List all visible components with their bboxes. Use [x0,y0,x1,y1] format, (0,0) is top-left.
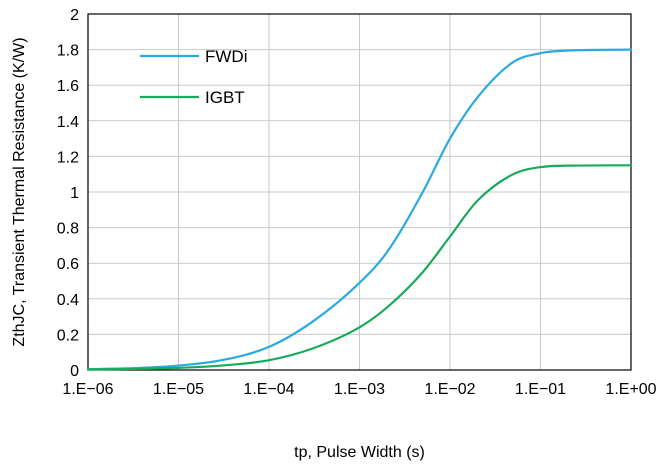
x-tick-label: 1.E−01 [515,381,566,398]
x-tick-label: 1.E−05 [153,381,204,398]
legend-label-igbt: IGBT [205,88,245,107]
x-tick-label: 1.E+00 [605,381,656,398]
x-tick-label: 1.E−02 [424,381,475,398]
y-tick-label: 0 [70,363,79,380]
gridlines [88,14,631,370]
x-tick-label: 1.E−06 [62,381,113,398]
y-tick-label: 0.2 [57,327,79,344]
y-axis-title: ZthJC, Transient Thermal Resistance (K/W… [11,37,28,346]
y-tick-label: 2 [70,7,79,24]
legend: FWDi IGBT [140,47,247,107]
y-tick-label: 1.8 [57,43,79,60]
x-tick-label: 1.E−04 [243,381,294,398]
y-tick-label: 1 [70,185,79,202]
y-tick-label: 1.6 [57,78,79,95]
series-lines [86,48,633,371]
series-line-igbt [86,164,633,371]
tick-labels: 0 0.2 0.4 0.6 0.8 1 1.2 1.4 1.6 1.8 2 1.E−06 1.E−05 1… [57,7,657,398]
y-tick-label: 0.6 [57,256,79,273]
legend-label-fwdi: FWDi [205,47,247,66]
y-tick-label: 0.8 [57,221,79,238]
plot-area-border [87,13,632,371]
x-axis-title: tp, Pulse Width (s) [294,444,425,461]
series-line-fwdi [86,48,633,371]
y-tick-label: 1.4 [57,114,79,131]
y-tick-label: 1.2 [57,149,79,166]
y-tick-label: 0.4 [57,292,79,309]
x-tick-label: 1.E−03 [334,381,385,398]
